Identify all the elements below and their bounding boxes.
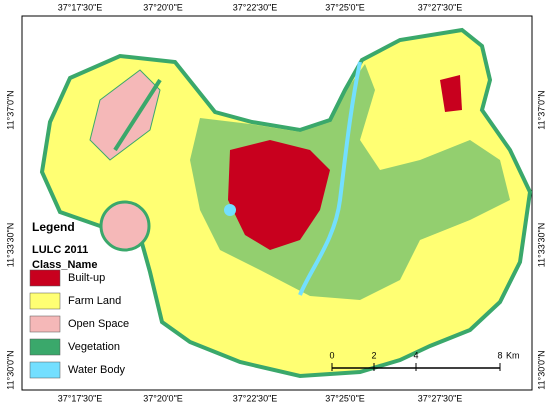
scale-unit: Km bbox=[506, 350, 520, 360]
legend-title: Legend bbox=[32, 220, 75, 234]
open-space bbox=[99, 200, 151, 252]
vegetation bbox=[113, 78, 162, 152]
longitude-label: 37°25'0"E bbox=[325, 2, 365, 12]
legend-swatch bbox=[29, 269, 61, 287]
longitude-label: 37°25'0"E bbox=[325, 393, 365, 403]
scale-tick-label: 2 bbox=[371, 350, 376, 360]
longitude-label: 37°17'30"E bbox=[58, 393, 103, 403]
grid-labels: 37°17'30"E 37°20'0"E 37°22'30"E 37°25'0"E 37… bbox=[5, 2, 546, 403]
open-space bbox=[89, 69, 161, 161]
legend-field: Class_Name bbox=[32, 259, 97, 271]
latitude-label: 11°37'0"N bbox=[5, 90, 15, 129]
legend-label: Farm Land bbox=[68, 295, 121, 307]
legend-layer: LULC 2011 bbox=[32, 244, 88, 256]
latitude-label: 11°33'30"N bbox=[5, 223, 15, 267]
longitude-label: 37°22'30"E bbox=[233, 393, 278, 403]
legend-swatch bbox=[29, 338, 61, 356]
scale-tick-label: 4 bbox=[413, 350, 418, 360]
legend-swatch bbox=[29, 361, 61, 379]
longitude-label: 37°27'30"E bbox=[418, 2, 463, 12]
legend-label: Built-up bbox=[68, 272, 105, 284]
legend-label: Vegetation bbox=[68, 341, 120, 353]
legend-swatch bbox=[29, 315, 61, 333]
water-body bbox=[298, 61, 362, 296]
built-up bbox=[440, 75, 462, 112]
longitude-label: 37°17'30"E bbox=[58, 2, 103, 12]
legend-label: Water Body bbox=[68, 364, 126, 376]
legend-label: Open Space bbox=[68, 318, 129, 330]
water-body bbox=[224, 204, 236, 216]
longitude-label: 37°27'30"E bbox=[418, 393, 463, 403]
latitude-label: 11°30'0"N bbox=[536, 350, 546, 389]
latitude-label: 11°37'0"N bbox=[536, 90, 546, 129]
latitude-label: 11°30'0"N bbox=[5, 350, 15, 389]
longitude-label: 37°20'0"E bbox=[143, 2, 183, 12]
longitude-label: 37°20'0"E bbox=[143, 393, 183, 403]
longitude-label: 37°22'30"E bbox=[233, 2, 278, 12]
scale-tick-label: 8 bbox=[497, 350, 502, 360]
built-up bbox=[228, 140, 330, 250]
legend: Legend LULC 2011 Class_Name Built-up Farm… bbox=[29, 220, 129, 379]
scale-bar: 0 2 4 8 Km bbox=[329, 350, 520, 371]
land-cover bbox=[39, 27, 533, 379]
scale-tick-label: 0 bbox=[329, 350, 334, 360]
legend-swatch bbox=[29, 292, 61, 310]
latitude-label: 11°33'30"N bbox=[536, 223, 546, 267]
